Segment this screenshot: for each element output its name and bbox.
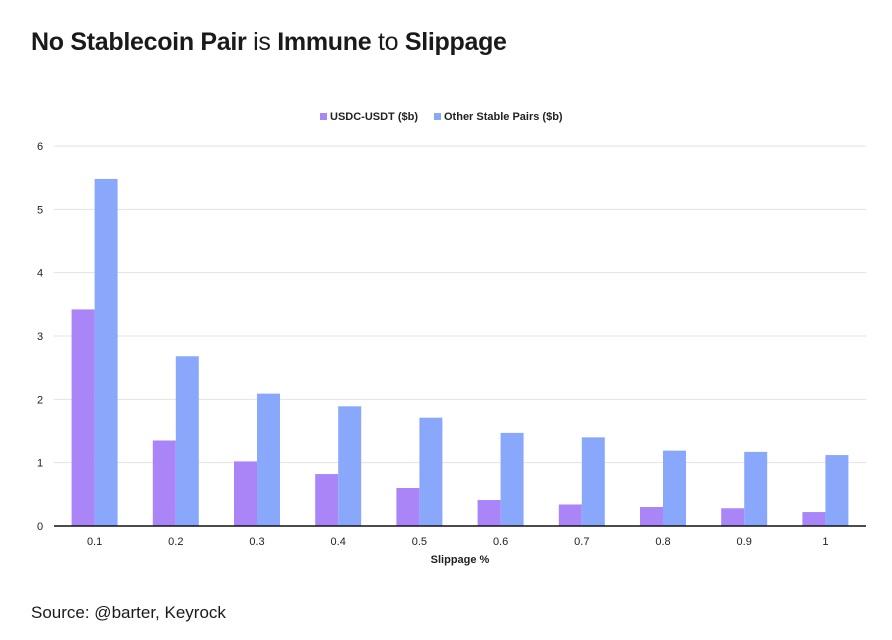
- legend-label: USDC-USDT ($b): [330, 111, 418, 123]
- bar-other-stable-pairs: [825, 455, 849, 526]
- y-tick-label: 6: [37, 141, 43, 153]
- x-tick-label: 0.4: [331, 536, 346, 548]
- axes: 0 1 2 3 4 5 6 0.1 0.2 0.3 0.4 0.5 0.6 0.7 0.8 0.9 1: [37, 141, 866, 548]
- bar-other-stable-pairs: [581, 437, 605, 526]
- x-tick-label: 0.5: [412, 536, 427, 548]
- page-title: No Stablecoin Pair is Immune to Slippage: [31, 28, 507, 57]
- bar-usdc-usdt: [234, 461, 257, 526]
- y-tick-label: 0: [37, 521, 43, 533]
- x-tick-label: 0.2: [168, 536, 183, 548]
- bar-other-stable-pairs: [175, 356, 199, 526]
- bars: [71, 178, 849, 526]
- bar-other-stable-pairs: [338, 406, 362, 526]
- y-tick-label: 4: [37, 268, 43, 280]
- title-part: is: [246, 28, 278, 56]
- bar-other-stable-pairs: [257, 393, 280, 526]
- legend-swatch: [434, 113, 441, 120]
- y-tick-label: 5: [37, 204, 43, 216]
- x-tick-label: 0.9: [737, 536, 752, 548]
- title-part: Immune: [277, 28, 372, 56]
- bar-usdc-usdt: [477, 500, 501, 526]
- bar-usdc-usdt: [640, 507, 663, 526]
- title-part: Slippage: [404, 28, 507, 56]
- x-axis-label: Slippage %: [431, 554, 490, 566]
- x-tick-label: 0.7: [574, 536, 589, 548]
- source-note: Source: @barter, Keyrock: [31, 603, 226, 622]
- legend: USDC-USDT ($b) Other Stable Pairs ($b): [320, 111, 563, 123]
- x-tick-label: 1: [822, 536, 828, 548]
- legend-label: Other Stable Pairs ($b): [444, 111, 563, 123]
- x-tick-label: 0.1: [87, 536, 102, 548]
- y-tick-label: 3: [37, 331, 43, 343]
- bar-usdc-usdt: [396, 488, 420, 526]
- title-part: No Stablecoin Pair: [31, 28, 247, 56]
- bar-usdc-usdt: [721, 508, 745, 526]
- x-tick-label: 0.8: [655, 536, 670, 548]
- bar-usdc-usdt: [802, 512, 826, 526]
- bar-usdc-usdt: [152, 440, 176, 526]
- bar-other-stable-pairs: [744, 451, 768, 526]
- bar-usdc-usdt: [558, 504, 582, 526]
- bar-other-stable-pairs: [500, 432, 524, 526]
- title-part: to: [371, 28, 405, 56]
- bar-other-stable-pairs: [419, 417, 443, 526]
- bar-usdc-usdt: [71, 309, 95, 526]
- y-tick-label: 2: [37, 394, 43, 406]
- bar-usdc-usdt: [315, 474, 339, 526]
- legend-swatch: [320, 113, 327, 120]
- y-tick-label: 1: [37, 458, 43, 470]
- x-tick-label: 0.6: [493, 536, 508, 548]
- bar-other-stable-pairs: [94, 178, 118, 526]
- x-tick-label: 0.3: [249, 536, 264, 548]
- bar-other-stable-pairs: [663, 450, 686, 526]
